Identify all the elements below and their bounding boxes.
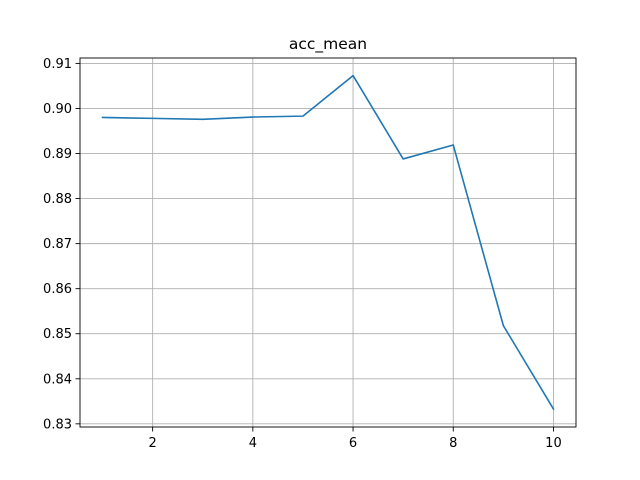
y-tick-label: 0.83 [43,417,72,432]
axes-frame [79,57,577,428]
x-tick-label: 10 [545,436,562,451]
x-tick-label: 8 [449,436,457,451]
series-layer [101,74,555,411]
y-tick-label: 0.84 [43,372,72,387]
chart-title: acc_mean [289,35,367,54]
y-tick-label: 0.87 [43,237,72,252]
y-tick-label: 0.86 [43,282,72,297]
x-tick-label: 6 [349,436,357,451]
y-tick-label: 0.88 [43,192,72,207]
y-tick-label: 0.91 [43,57,72,72]
y-tick-label: 0.85 [43,327,72,342]
x-tick-label: 4 [249,436,257,451]
series-line-0 [101,74,555,411]
grid [80,58,576,427]
y-tick-label: 0.90 [43,102,72,117]
ticks: 2 4 6 8 10 0.83 0.84 0.85 0.86 0.87 0.88 0.89 0.90 0.… [43,57,562,451]
x-tick-label: 2 [149,436,157,451]
y-tick-label: 0.89 [43,147,72,162]
